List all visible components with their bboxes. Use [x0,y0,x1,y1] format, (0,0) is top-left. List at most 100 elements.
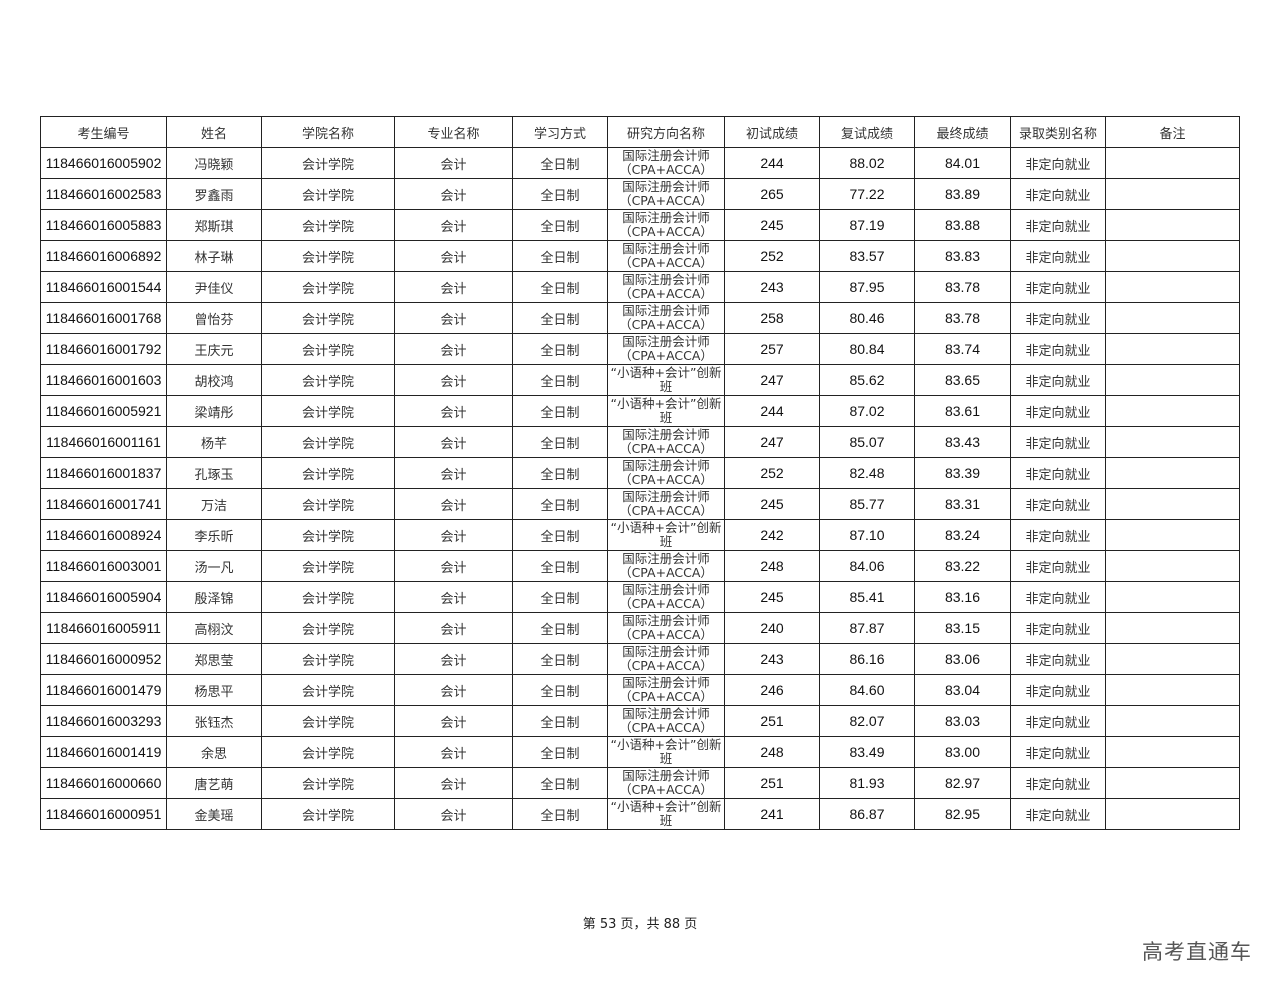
cell-prelim: 244 [724,147,820,179]
cell-category: 非定向就业 [1010,364,1106,396]
cell-retest: 77.22 [819,178,915,210]
cell-major: 会计 [394,240,513,272]
cell-final: 83.39 [914,457,1011,489]
cell-mode: 全日制 [512,612,608,644]
cell-name: 郑思莹 [166,643,262,675]
cell-final: 83.61 [914,395,1011,427]
cell-name: 杨芊 [166,426,262,458]
cell-mode: 全日制 [512,581,608,613]
table-row: 118466016005883 郑斯琪 会计学院 会计 全日制 国际注册会计师 （CPA+… [40,209,1240,241]
cell-name: 尹佳仪 [166,271,262,303]
cell-category: 非定向就业 [1010,178,1106,210]
cell-category: 非定向就业 [1010,674,1106,706]
cell-category: 非定向就业 [1010,209,1106,241]
cell-final: 83.78 [914,302,1011,334]
table-row: 118466016001741 万洁 会计学院 会计 全日制 国际注册会计师 （CPA+A… [40,488,1240,520]
cell-final: 83.65 [914,364,1011,396]
cell-major: 会计 [394,395,513,427]
cell-college: 会计学院 [261,364,395,396]
cell-note [1105,271,1240,303]
cell-category: 非定向就业 [1010,736,1106,768]
cell-category: 非定向就业 [1010,488,1106,520]
cell-major: 会计 [394,519,513,551]
cell-final: 83.88 [914,209,1011,241]
cell-prelim: 252 [724,240,820,272]
cell-major: 会计 [394,705,513,737]
cell-prelim: 252 [724,457,820,489]
table-row: 118466016005904 殷泽锦 会计学院 会计 全日制 国际注册会计师 （CPA+… [40,581,1240,613]
cell-direction: 国际注册会计师 （CPA+ACCA） [607,457,725,489]
cell-name: 胡校鸿 [166,364,262,396]
cell-college: 会计学院 [261,147,395,179]
cell-mode: 全日制 [512,643,608,675]
cell-name: 万洁 [166,488,262,520]
cell-college: 会计学院 [261,798,395,830]
cell-category: 非定向就业 [1010,333,1106,365]
cell-college: 会计学院 [261,209,395,241]
column-header-direction: 研究方向名称 [607,116,725,148]
cell-direction: “小语种+会计”创新 班 [607,395,725,427]
cell-direction: “小语种+会计”创新 班 [607,736,725,768]
table-row: 118466016001419 余思 会计学院 会计 全日制 “小语种+会计”创新 班 24… [40,736,1240,768]
cell-mode: 全日制 [512,209,608,241]
cell-prelim: 245 [724,581,820,613]
cell-category: 非定向就业 [1010,643,1106,675]
cell-name: 金美瑶 [166,798,262,830]
cell-category: 非定向就业 [1010,705,1106,737]
cell-note [1105,767,1240,799]
cell-retest: 85.62 [819,364,915,396]
cell-college: 会计学院 [261,612,395,644]
table-row: 118466016001792 王庆元 会计学院 会计 全日制 国际注册会计师 （CPA+… [40,333,1240,365]
cell-id: 118466016006892 [40,240,167,272]
cell-id: 118466016001603 [40,364,167,396]
cell-note [1105,333,1240,365]
cell-mode: 全日制 [512,488,608,520]
table-row: 118466016001161 杨芊 会计学院 会计 全日制 国际注册会计师 （CPA+A… [40,426,1240,458]
cell-note [1105,705,1240,737]
cell-note [1105,302,1240,334]
cell-direction: 国际注册会计师 （CPA+ACCA） [607,705,725,737]
cell-note [1105,147,1240,179]
cell-retest: 87.95 [819,271,915,303]
column-header-note: 备注 [1105,116,1240,148]
cell-prelim: 248 [724,736,820,768]
cell-direction: “小语种+会计”创新 班 [607,364,725,396]
cell-prelim: 245 [724,488,820,520]
cell-final: 83.78 [914,271,1011,303]
cell-mode: 全日制 [512,302,608,334]
cell-direction: 国际注册会计师 （CPA+ACCA） [607,488,725,520]
cell-id: 118466016001419 [40,736,167,768]
cell-id: 118466016002583 [40,178,167,210]
table-row: 118466016000660 唐艺萌 会计学院 会计 全日制 国际注册会计师 （CPA+… [40,767,1240,799]
cell-direction: 国际注册会计师 （CPA+ACCA） [607,271,725,303]
cell-direction: 国际注册会计师 （CPA+ACCA） [607,209,725,241]
cell-college: 会计学院 [261,767,395,799]
cell-direction: 国际注册会计师 （CPA+ACCA） [607,581,725,613]
cell-college: 会计学院 [261,426,395,458]
cell-retest: 85.41 [819,581,915,613]
cell-name: 冯晓颖 [166,147,262,179]
column-header-prelim: 初试成绩 [724,116,820,148]
cell-retest: 88.02 [819,147,915,179]
cell-category: 非定向就业 [1010,798,1106,830]
cell-major: 会计 [394,178,513,210]
cell-college: 会计学院 [261,395,395,427]
cell-mode: 全日制 [512,519,608,551]
table-row: 118466016005911 高栩汶 会计学院 会计 全日制 国际注册会计师 （CPA+… [40,612,1240,644]
cell-note [1105,736,1240,768]
cell-major: 会计 [394,581,513,613]
cell-retest: 84.06 [819,550,915,582]
cell-retest: 83.49 [819,736,915,768]
cell-retest: 87.87 [819,612,915,644]
cell-college: 会计学院 [261,271,395,303]
cell-id: 118466016000660 [40,767,167,799]
cell-retest: 85.07 [819,426,915,458]
cell-name: 孔琢玉 [166,457,262,489]
cell-note [1105,674,1240,706]
table-row: 118466016005902 冯晓颖 会计学院 会计 全日制 国际注册会计师 （CPA+… [40,147,1240,179]
cell-retest: 86.87 [819,798,915,830]
cell-name: 杨思平 [166,674,262,706]
column-header-college: 学院名称 [261,116,395,148]
